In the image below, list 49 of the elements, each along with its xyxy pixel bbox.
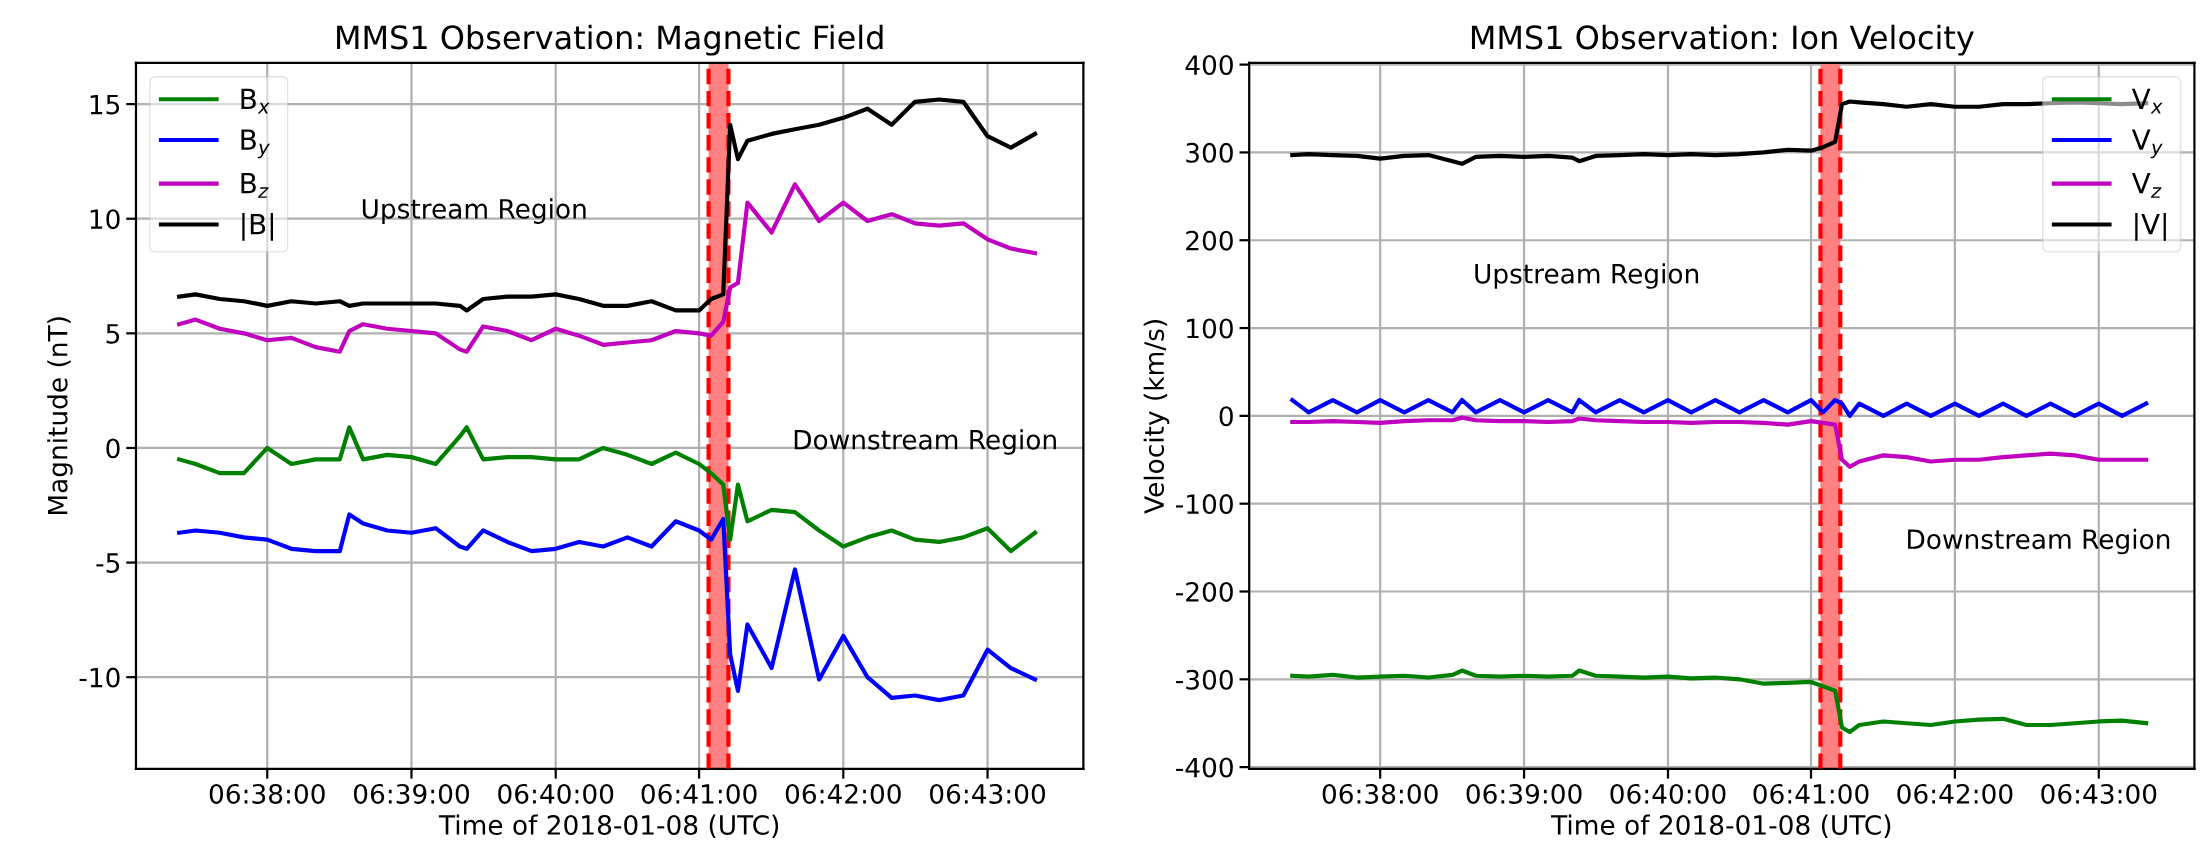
x-tick-label: 06:41:00 [641,783,757,804]
line-series [1290,415,2149,469]
y-tick-label: 200 [1186,230,1233,251]
line-series [177,512,1038,703]
line-series [1290,668,2149,735]
annotation: Downstream Region [794,429,1056,455]
x-tick-label: 06:43:00 [930,783,1046,804]
legend-label: B$_{z}$ [241,173,269,198]
legend-label: V$_{x}$ [2131,88,2163,114]
annotation: Upstream Region [1475,263,1699,289]
annotation: Upstream Region [362,198,586,224]
y-tick-label: -400 [1176,757,1233,778]
legend-label: V$_{y}$ [2131,129,2163,159]
y-tick-label: -200 [1176,581,1233,602]
x-tick-label: 06:40:00 [498,783,614,804]
y-tick-label: -100 [1176,494,1233,515]
y-tick-label: -5 [96,553,120,573]
annotation: Downstream Region [1908,528,2170,555]
x-tick-label: 06:39:00 [1466,783,1582,804]
legend-label: B$_{y}$ [241,129,270,159]
legend-label: |B| [242,213,273,241]
x-tick-label: 06:38:00 [1322,783,1438,804]
y-tick-label: -300 [1176,669,1233,690]
legend-label: |V| [2135,213,2166,241]
y-tick-label: 400 [1185,55,1233,76]
y-tick-label: 10 [90,209,120,230]
x-tick-label: 06:38:00 [209,783,325,804]
x-tick-label: 06:39:00 [353,783,469,804]
y-tick-label: -10 [79,667,120,688]
y-axis-title: Magnitude (nT) [47,317,73,515]
line-series [1290,397,2149,418]
y-tick-label: 15 [90,94,120,115]
x-axis-title: Time of 2018-01-08 (UTC) [1551,814,1891,839]
y-tick-label: 5 [106,324,120,344]
x-tick-label: 06:40:00 [1610,783,1726,804]
x-axis-title: Time of 2018-01-08 (UTC) [438,814,779,839]
y-tick-label: 300 [1186,142,1233,163]
legend-label: V$_{z}$ [2131,173,2162,198]
x-tick-label: 06:43:00 [2041,783,2157,804]
y-tick-label: 100 [1187,318,1233,339]
x-tick-label: 06:42:00 [1897,783,2013,804]
x-tick-label: 06:42:00 [785,783,901,804]
legend-label: B$_{x}$ [241,88,270,114]
y-tick-label: 0 [106,438,120,459]
chart-title: MMS1 Observation: Ion Velocity [1471,24,1974,56]
chart-title: MMS1 Observation: Magnetic Field [337,24,883,56]
y-axis-title: Velocity (km/s) [1143,320,1170,514]
y-tick-label: 0 [1219,406,1233,427]
x-tick-label: 06:41:00 [1753,783,1869,804]
